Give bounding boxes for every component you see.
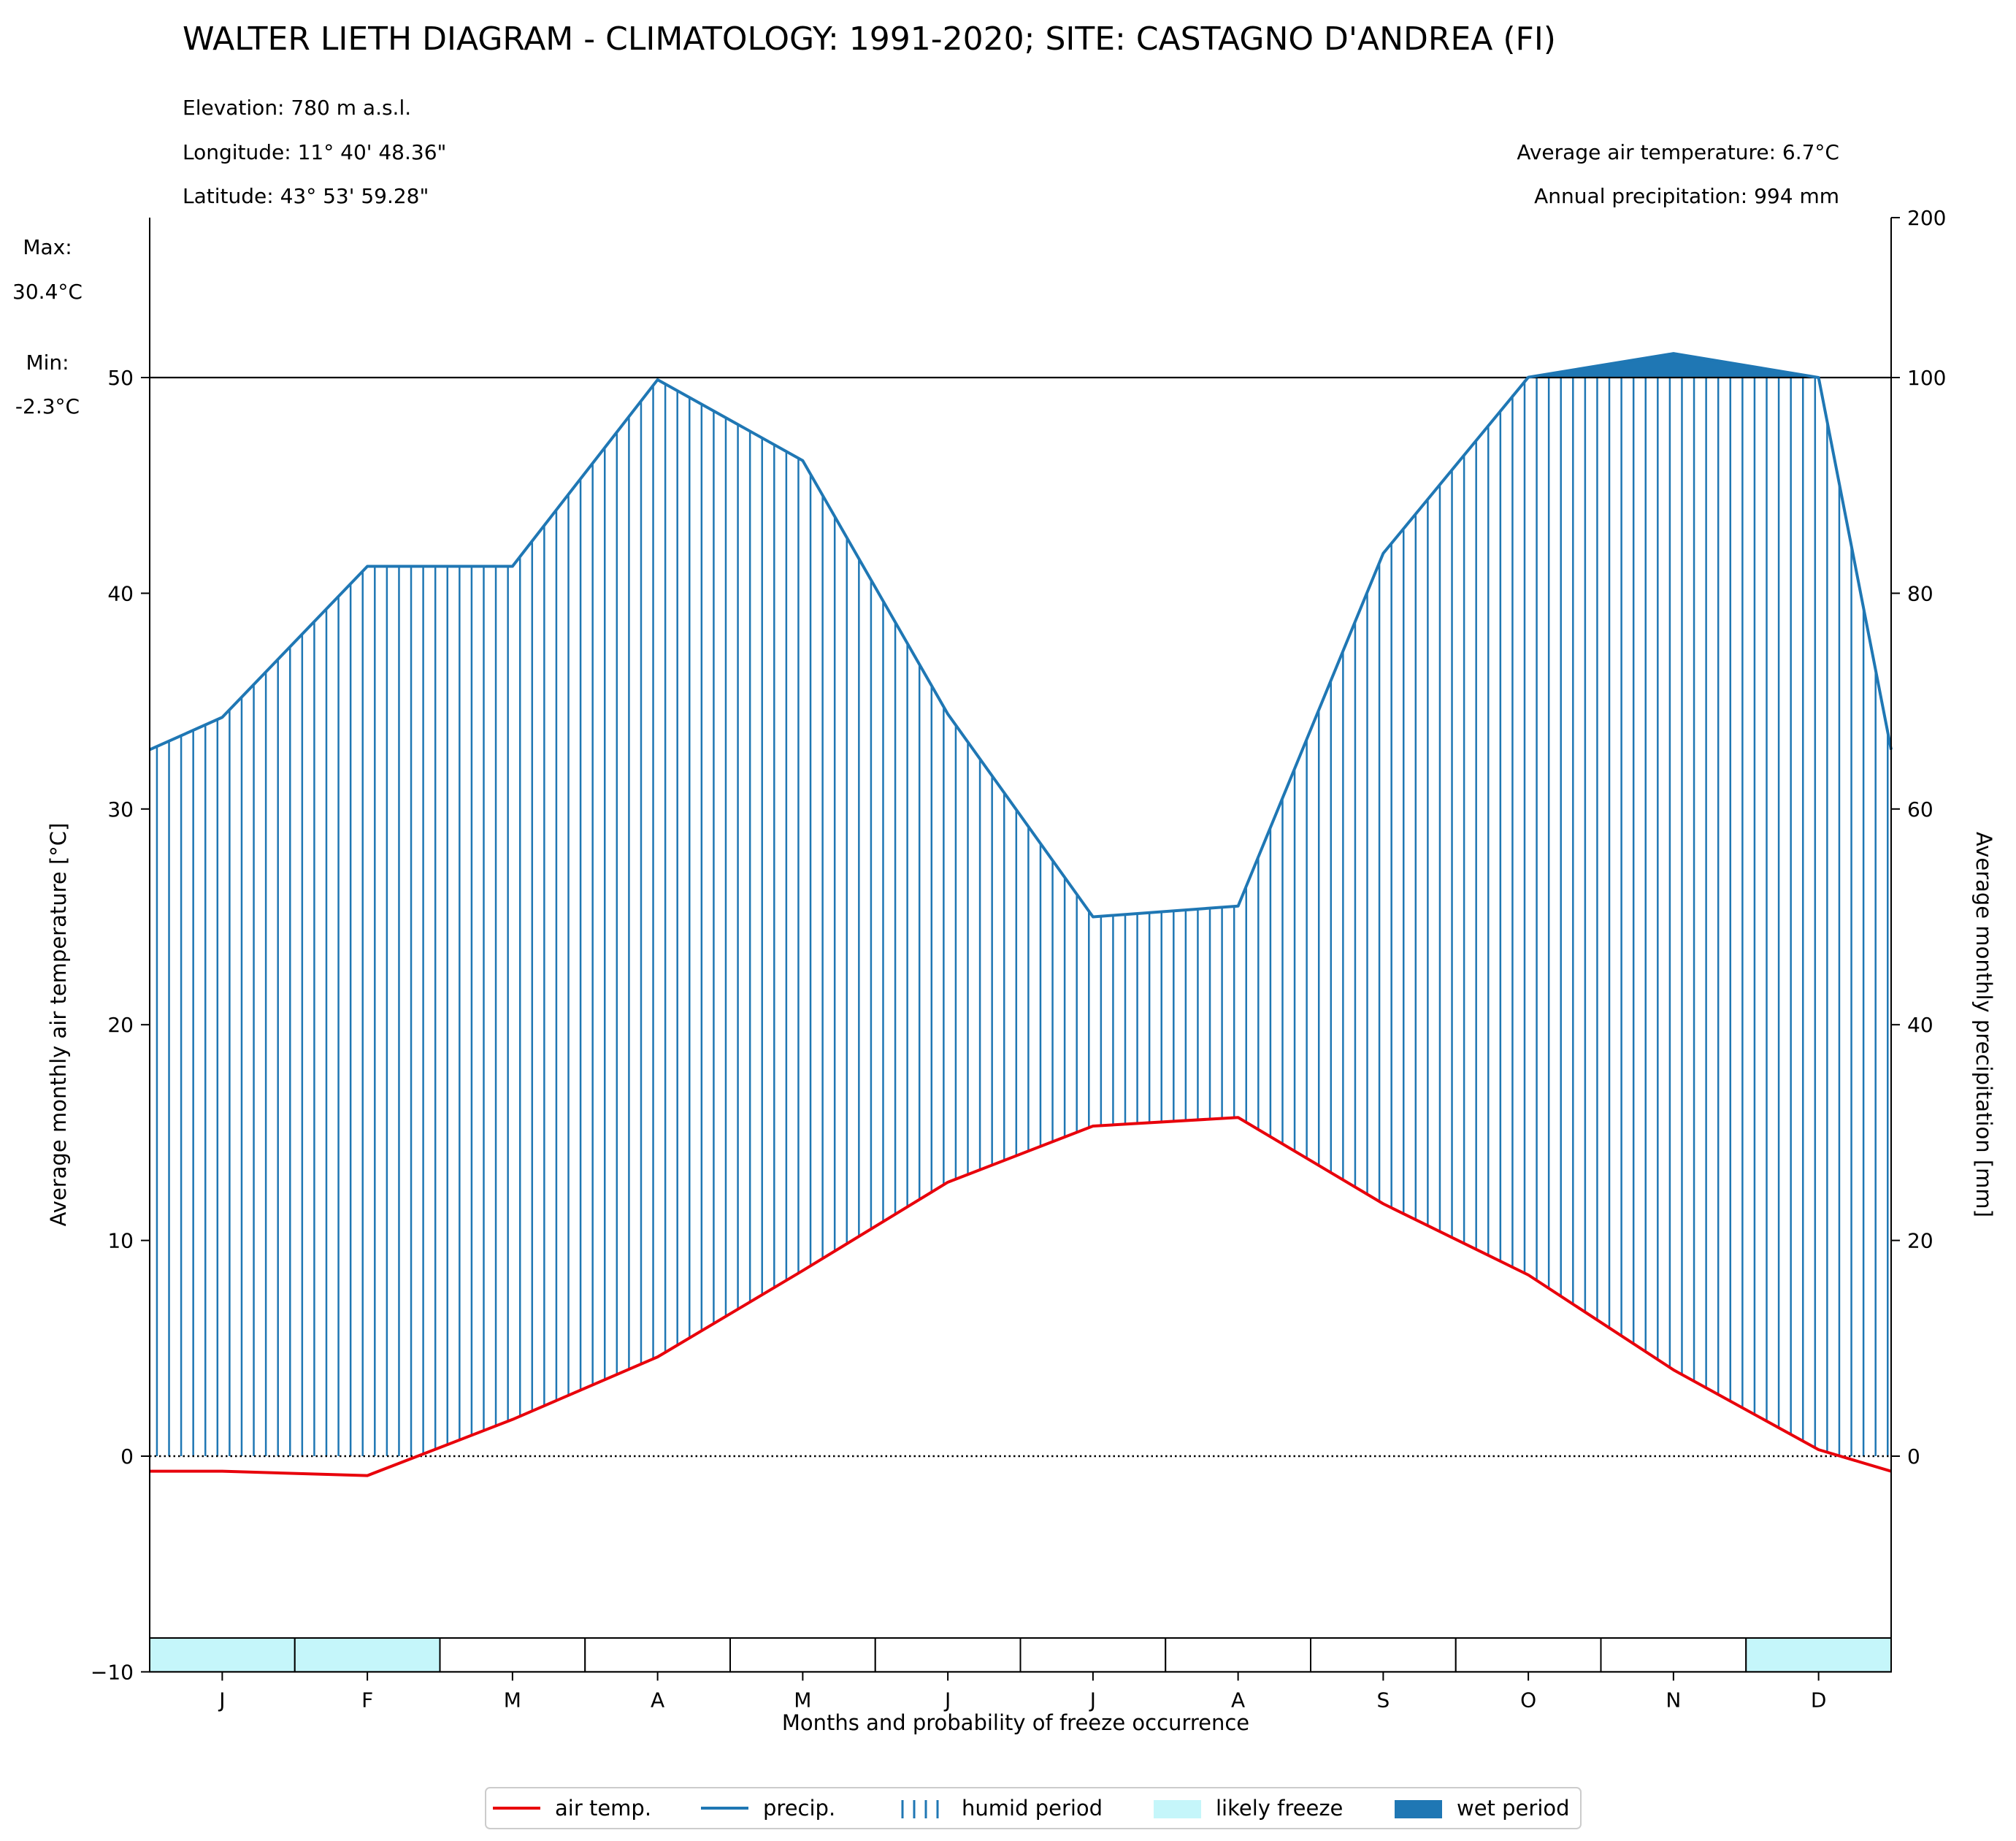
humid-period-hatching (156, 378, 1889, 1456)
legend: air temp. precip. humid period likely fr… (485, 1787, 1582, 1829)
left-tick-label: 40 (107, 581, 134, 605)
right-tick-label: 20 (1907, 1229, 1933, 1253)
right-tick-label: 60 (1907, 797, 1933, 822)
chart-title: WALTER LIETH DIAGRAM - CLIMATOLOGY: 1991… (183, 20, 1556, 58)
right-axis-ticks: 0 20 40 60 80 100 200 (1891, 206, 1946, 1469)
x-tick-label: J (218, 1688, 225, 1712)
left-axis-label: Average monthly air temperature [°C] (46, 823, 71, 1227)
left-tick-label: 30 (107, 797, 134, 822)
right-axis-label: Average monthly precipitation [mm] (1971, 832, 1996, 1217)
legend-frame (485, 1787, 1582, 1829)
left-axis-ticks: −10 0 10 20 30 40 50 (91, 366, 150, 1684)
x-tick-label: J (943, 1688, 951, 1712)
elevation-label: Elevation: 780 m a.s.l. (183, 96, 411, 120)
freeze-cell-9 (1310, 1637, 1457, 1673)
right-tick-label: 40 (1907, 1013, 1933, 1037)
freeze-cell-1 (149, 1637, 296, 1673)
freeze-cell-7 (1019, 1637, 1167, 1673)
wet-period-area (1527, 353, 1819, 378)
left-tick-label: 10 (107, 1229, 134, 1253)
x-tick-label: A (651, 1688, 664, 1712)
legend-precip-label: precip. (763, 1796, 835, 1821)
min-label: Min: (26, 351, 69, 375)
freeze-cell-8 (1165, 1637, 1311, 1673)
max-label: Max: (23, 235, 72, 259)
max-value: 30.4°C (12, 280, 83, 304)
legend-humid-swatch (901, 1800, 939, 1818)
right-tick-label: 200 (1907, 206, 1946, 230)
x-tick-label: M (504, 1688, 521, 1712)
freeze-cell-2 (294, 1637, 441, 1673)
freeze-cell-6 (874, 1637, 1022, 1673)
freeze-cell-10 (1454, 1637, 1602, 1673)
freeze-cell-4 (584, 1637, 731, 1673)
average-temperature-label: Average air temperature: 6.7°C (1517, 140, 1839, 164)
x-tick-label: D (1811, 1688, 1827, 1712)
left-tick-label: 20 (107, 1013, 134, 1037)
latitude-label: Latitude: 43° 53' 59.28" (183, 184, 429, 208)
legend-humid-label: humid period (962, 1796, 1103, 1821)
right-tick-label: 80 (1907, 581, 1933, 605)
temperature-line (150, 1116, 1892, 1477)
annual-precipitation-label: Annual precipitation: 994 mm (1534, 184, 1839, 208)
x-tick-label: J (1089, 1688, 1096, 1712)
freeze-cell-12 (1745, 1637, 1892, 1673)
freeze-cell-5 (729, 1637, 876, 1673)
x-tick-label: A (1231, 1688, 1245, 1712)
legend-wet-label: wet period (1457, 1796, 1570, 1821)
precipitation-line (149, 352, 1893, 919)
x-tick-label: M (794, 1688, 811, 1712)
freeze-cell-11 (1600, 1637, 1747, 1673)
right-tick-label: 100 (1907, 366, 1946, 390)
left-tick-label: −10 (91, 1660, 134, 1684)
freeze-probability-strip (149, 1637, 1892, 1673)
x-tick-label: O (1520, 1688, 1536, 1712)
x-tick-label: S (1376, 1688, 1390, 1712)
x-tick-label: F (361, 1688, 373, 1712)
left-tick-label: 0 (120, 1444, 134, 1469)
legend-wet-swatch (1395, 1800, 1442, 1818)
min-value: -2.3°C (15, 394, 80, 418)
right-tick-label: 0 (1907, 1444, 1920, 1469)
legend-freeze-swatch (1154, 1800, 1201, 1818)
freeze-cell-3 (439, 1637, 586, 1673)
left-tick-label: 50 (107, 366, 134, 390)
x-axis-label: Months and probability of freeze occurre… (782, 1710, 1249, 1735)
legend-temp-label: air temp. (555, 1796, 651, 1821)
legend-freeze-label: likely freeze (1216, 1796, 1343, 1821)
longitude-label: Longitude: 11° 40' 48.36" (183, 140, 446, 164)
x-tick-label: N (1666, 1688, 1681, 1712)
